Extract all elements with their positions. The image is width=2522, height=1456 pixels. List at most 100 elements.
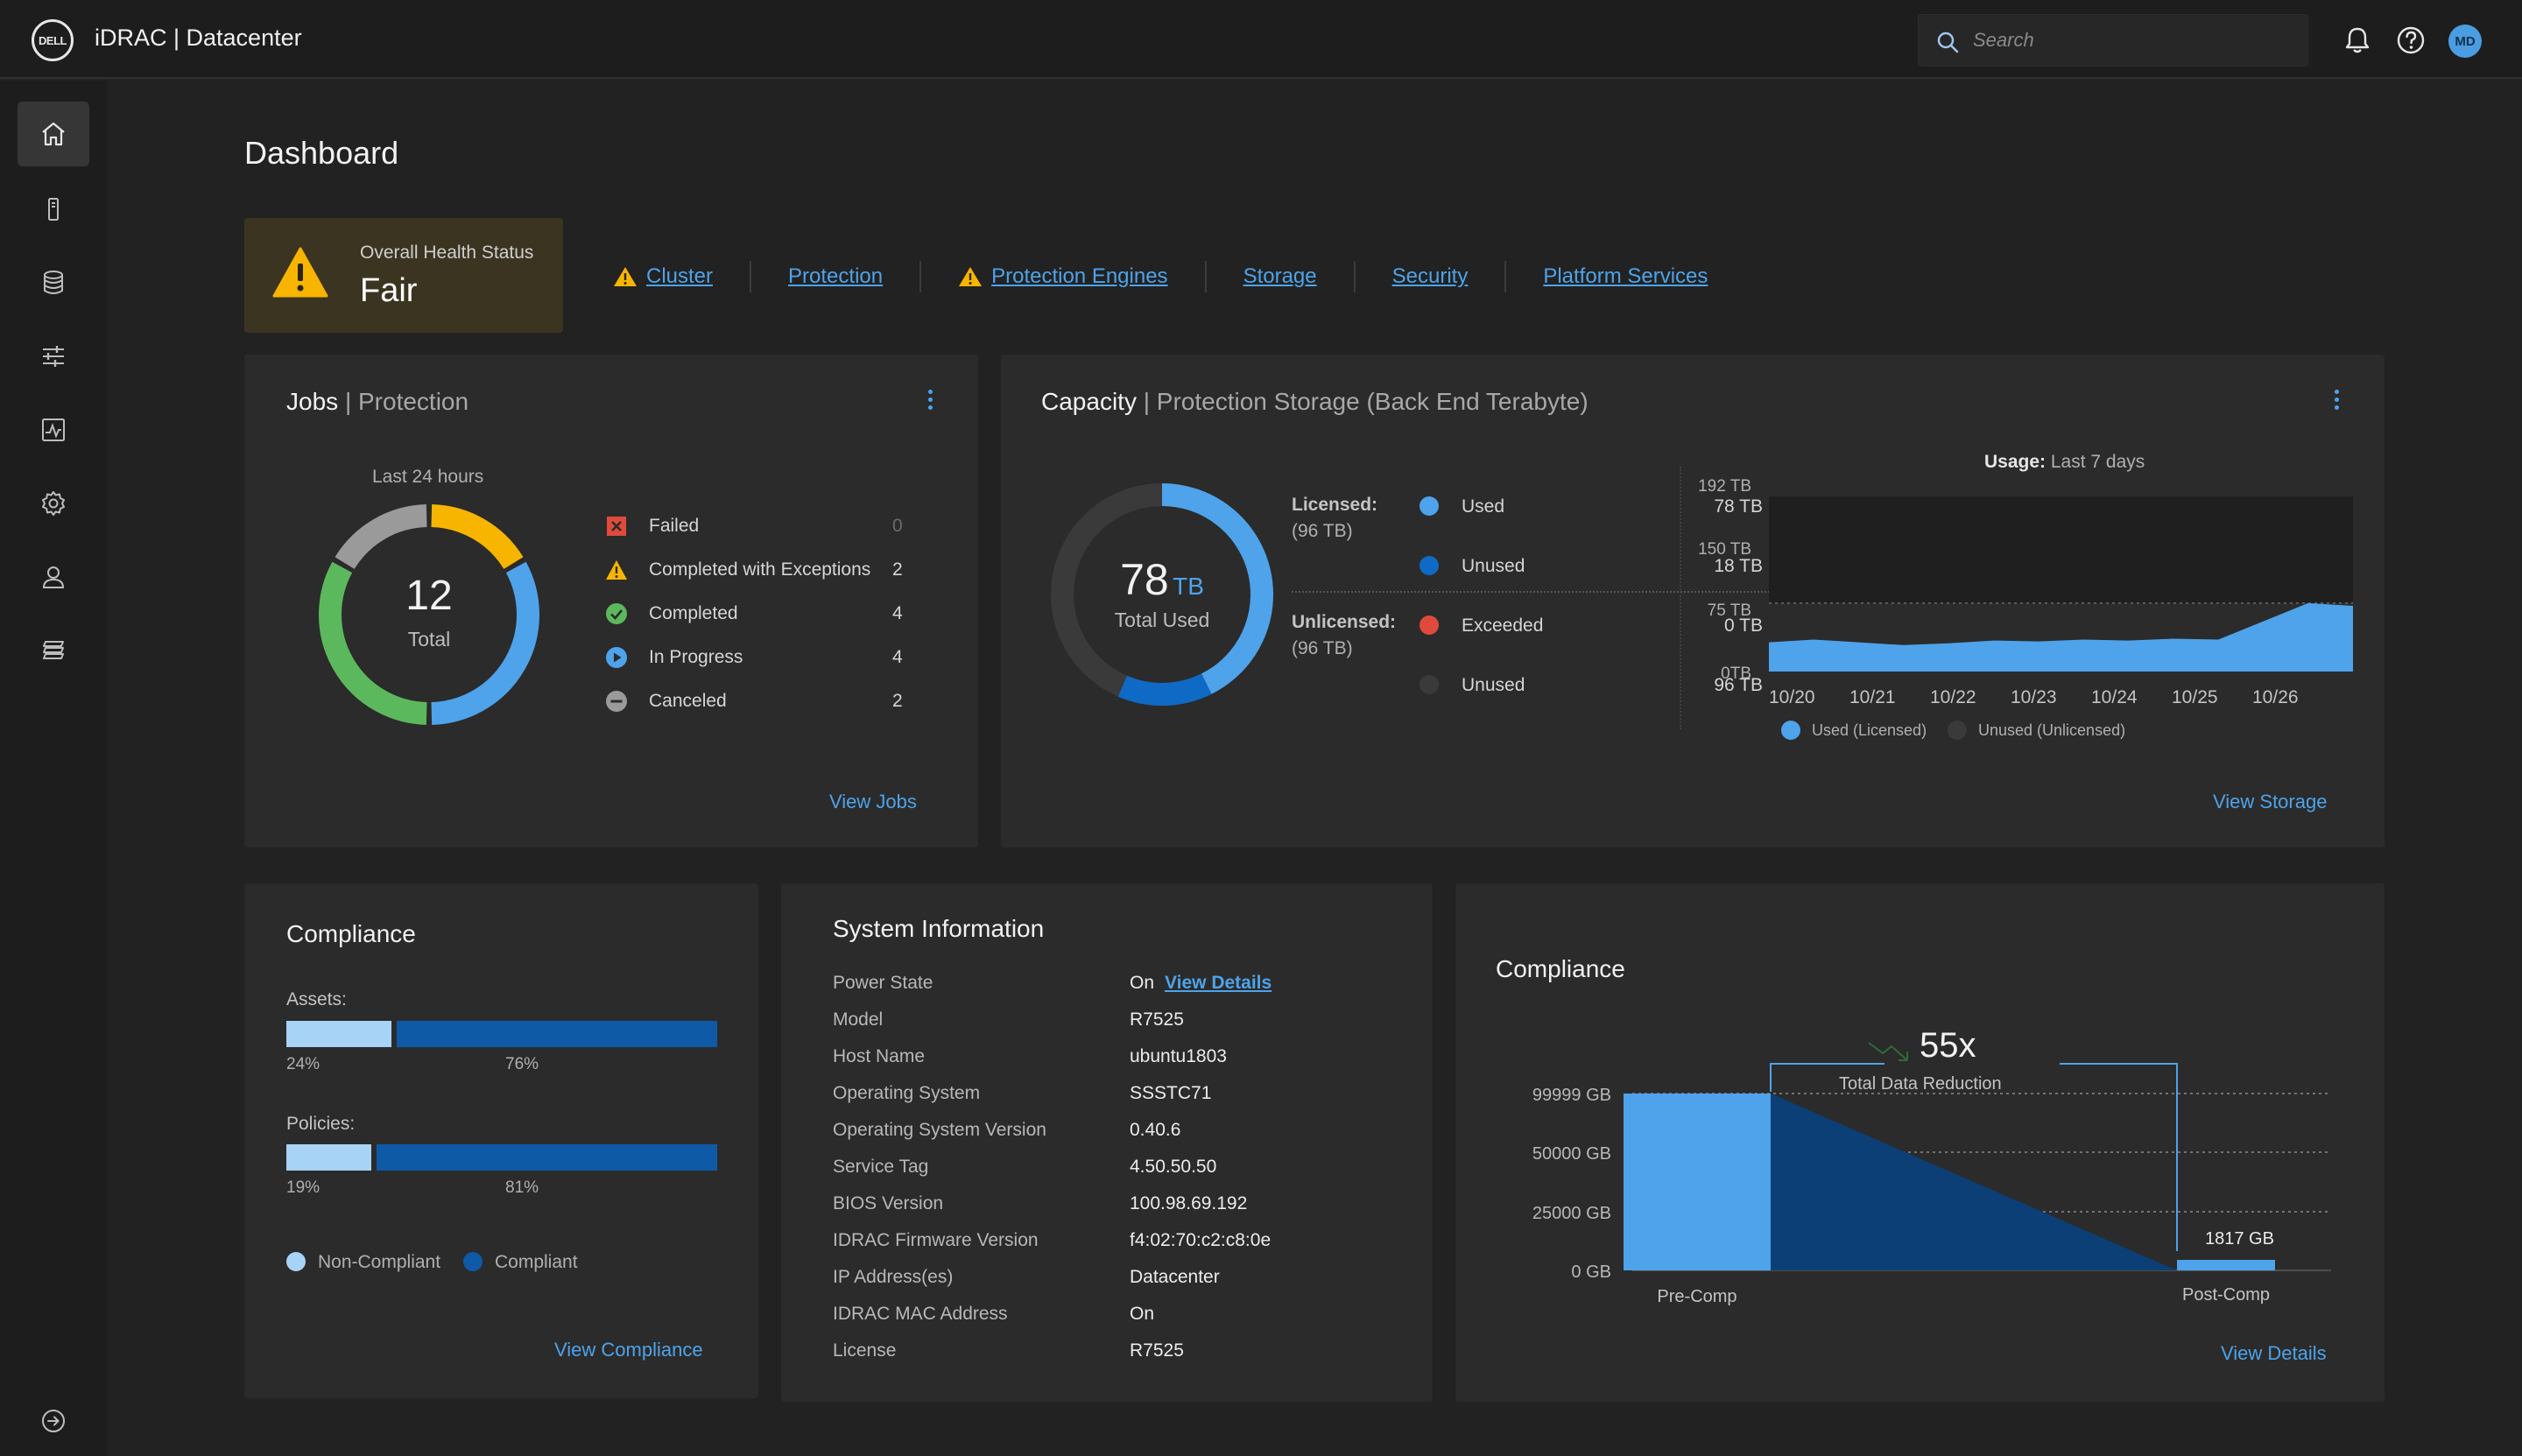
usage-plot-background [1769, 496, 2353, 603]
server-icon [48, 198, 59, 221]
layers-icon [43, 641, 64, 659]
legend-count: 4 [892, 603, 903, 623]
status-link-label: Platform Services [1543, 264, 1708, 288]
sidebar-item-settings[interactable] [18, 471, 89, 536]
status-link-storage[interactable]: Storage [1204, 261, 1354, 292]
compliance-card: Compliance Assets: 24% 76% Policies: 19%… [244, 883, 758, 1398]
usage-area-series [1769, 602, 2353, 672]
user-avatar[interactable]: MD [2448, 25, 2482, 58]
system-info-value: 0.40.6 [1130, 1120, 1180, 1141]
view-details-link[interactable]: View Details [2221, 1342, 2327, 1364]
sidebar-item-monitoring[interactable] [18, 397, 89, 462]
policies-compliant-bar [377, 1144, 717, 1171]
jobs-title: Jobs | Protection [286, 388, 469, 415]
system-info-value-text: R7525 [1130, 1009, 1184, 1030]
usage-title: Usage: Last 7 days [1984, 452, 2145, 473]
system-info-value: SSSTC71 [1130, 1083, 1211, 1104]
user-icon [42, 566, 65, 588]
power-view-details-link[interactable]: View Details [1165, 973, 1272, 993]
help-icon[interactable] [2393, 23, 2428, 58]
system-info-value: On View Details [1130, 973, 1272, 994]
assets-label: Assets: [286, 989, 347, 1009]
assets-compliance-bar [286, 1021, 717, 1047]
system-info-value: R7525 [1130, 1340, 1184, 1361]
policies-noncompliant-bar [286, 1144, 371, 1171]
usage-x-tick: 10/26 [2252, 687, 2299, 707]
sidebar-item-home[interactable] [18, 102, 89, 166]
reduction-bar-pre-comp [1624, 1094, 1771, 1270]
usage-x-tick: 10/20 [1769, 687, 1815, 707]
sidebar-item-users[interactable] [18, 545, 89, 609]
assets-compliant-bar [397, 1021, 717, 1047]
capacity-subtitle: Protection Storage (Back End Terabyte) [1156, 388, 1589, 415]
search-box[interactable] [1918, 14, 2308, 67]
unlicensed-size: (96 TB) [1292, 638, 1353, 658]
view-compliance-link[interactable]: View Compliance [554, 1339, 703, 1361]
system-info-value-text: 100.98.69.192 [1130, 1193, 1248, 1213]
warning-icon [606, 560, 627, 580]
view-jobs-link[interactable]: View Jobs [829, 791, 917, 812]
capacity-unused-slice [1117, 673, 1212, 706]
sidebar-collapse-button[interactable] [18, 1389, 89, 1453]
status-link-protection[interactable]: Protection [750, 261, 919, 292]
sidebar-item-layers[interactable] [18, 618, 89, 683]
licensed-size: (96 TB) [1292, 521, 1353, 541]
search-icon [1937, 32, 1959, 53]
system-info-label: IP Address(es) [833, 1267, 954, 1287]
jobs-menu-button[interactable] [926, 390, 934, 414]
status-link-label: Protection Engines [991, 264, 1168, 288]
sliders-icon [43, 346, 64, 367]
system-info-value: Datacenter [1130, 1267, 1220, 1288]
capacity-title: Capacity | Protection Storage (Back End … [1041, 388, 1589, 415]
search-input[interactable] [1973, 15, 2297, 66]
system-info-label: IDRAC Firmware Version [833, 1230, 1039, 1250]
usage-y-tick: 150 TB [1698, 540, 1751, 559]
play-icon [606, 647, 627, 668]
sidebar-item-server[interactable] [18, 177, 89, 242]
system-info-value: 100.98.69.192 [1130, 1193, 1247, 1214]
jobs-donut-slice [431, 561, 539, 725]
system-info-label: License [833, 1340, 897, 1361]
capacity-menu-button[interactable] [2332, 390, 2341, 414]
bell-icon[interactable] [2340, 23, 2375, 58]
capacity-row-value: 18 TB [1714, 556, 1763, 576]
sidebar-item-configuration[interactable] [18, 324, 89, 389]
assets-noncompliant-bar [286, 1021, 391, 1047]
capacity-row-label: Unused [1462, 556, 1525, 576]
usage-label: Usage: [1984, 452, 2046, 472]
status-link-security[interactable]: Security [1353, 261, 1505, 292]
system-info-label: IDRAC MAC Address [833, 1304, 1008, 1324]
home-icon [42, 122, 65, 146]
reduction-post-value: 1817 GB [2205, 1229, 2274, 1249]
system-info-value-text: SSSTC71 [1130, 1083, 1212, 1103]
usage-y-tick: 192 TB [1698, 477, 1751, 496]
assets-compliant-pct: 76% [505, 1055, 539, 1073]
sidebar-item-storage[interactable] [18, 250, 89, 315]
status-link-protection-engines[interactable]: Protection Engines [919, 261, 1204, 292]
database-icon [44, 271, 63, 294]
reduction-bar-post-comp [2177, 1260, 2275, 1270]
capacity-total-value: 78 [1120, 555, 1169, 604]
system-info-label: BIOS Version [833, 1193, 944, 1213]
jobs-card: Jobs | Protection Last 24 hours 12 Total… [244, 355, 978, 848]
system-info-label: Service Tag [833, 1157, 929, 1177]
reduction-y-tick: 99999 GB [1532, 1086, 1611, 1105]
usage-area-chart: 0TB 75 TB 150 TB 192 TB 10/20 10/21 10/22 10/23… [1698, 477, 2353, 707]
jobs-total: 12 [405, 573, 453, 619]
system-info-value-text: R7525 [1130, 1340, 1184, 1361]
trend-down-icon [1868, 1042, 1908, 1061]
data-reduction-card: Compliance 0 GB 25000 GB 50000 GB 99999 GB 5… [1455, 883, 2385, 1402]
noncompliant-dot [286, 1252, 306, 1271]
legend-noncompliant: Non-Compliant [318, 1252, 441, 1272]
arrow-right-circle-icon [42, 1410, 65, 1432]
status-link-platform-services[interactable]: Platform Services [1504, 261, 1744, 292]
usage-x-tick: 10/23 [2011, 687, 2057, 707]
capacity-divider [1292, 591, 1780, 593]
status-link-cluster[interactable]: Cluster [613, 261, 750, 292]
capacity-row-value: 96 TB [1714, 675, 1763, 695]
legend-label: Completed [649, 603, 738, 623]
exceeded-dot [1420, 615, 1439, 635]
assets-noncompliant-pct: 24% [286, 1055, 321, 1073]
view-storage-link[interactable]: View Storage [2213, 791, 2328, 812]
system-info-value-text: 0.40.6 [1130, 1120, 1181, 1140]
